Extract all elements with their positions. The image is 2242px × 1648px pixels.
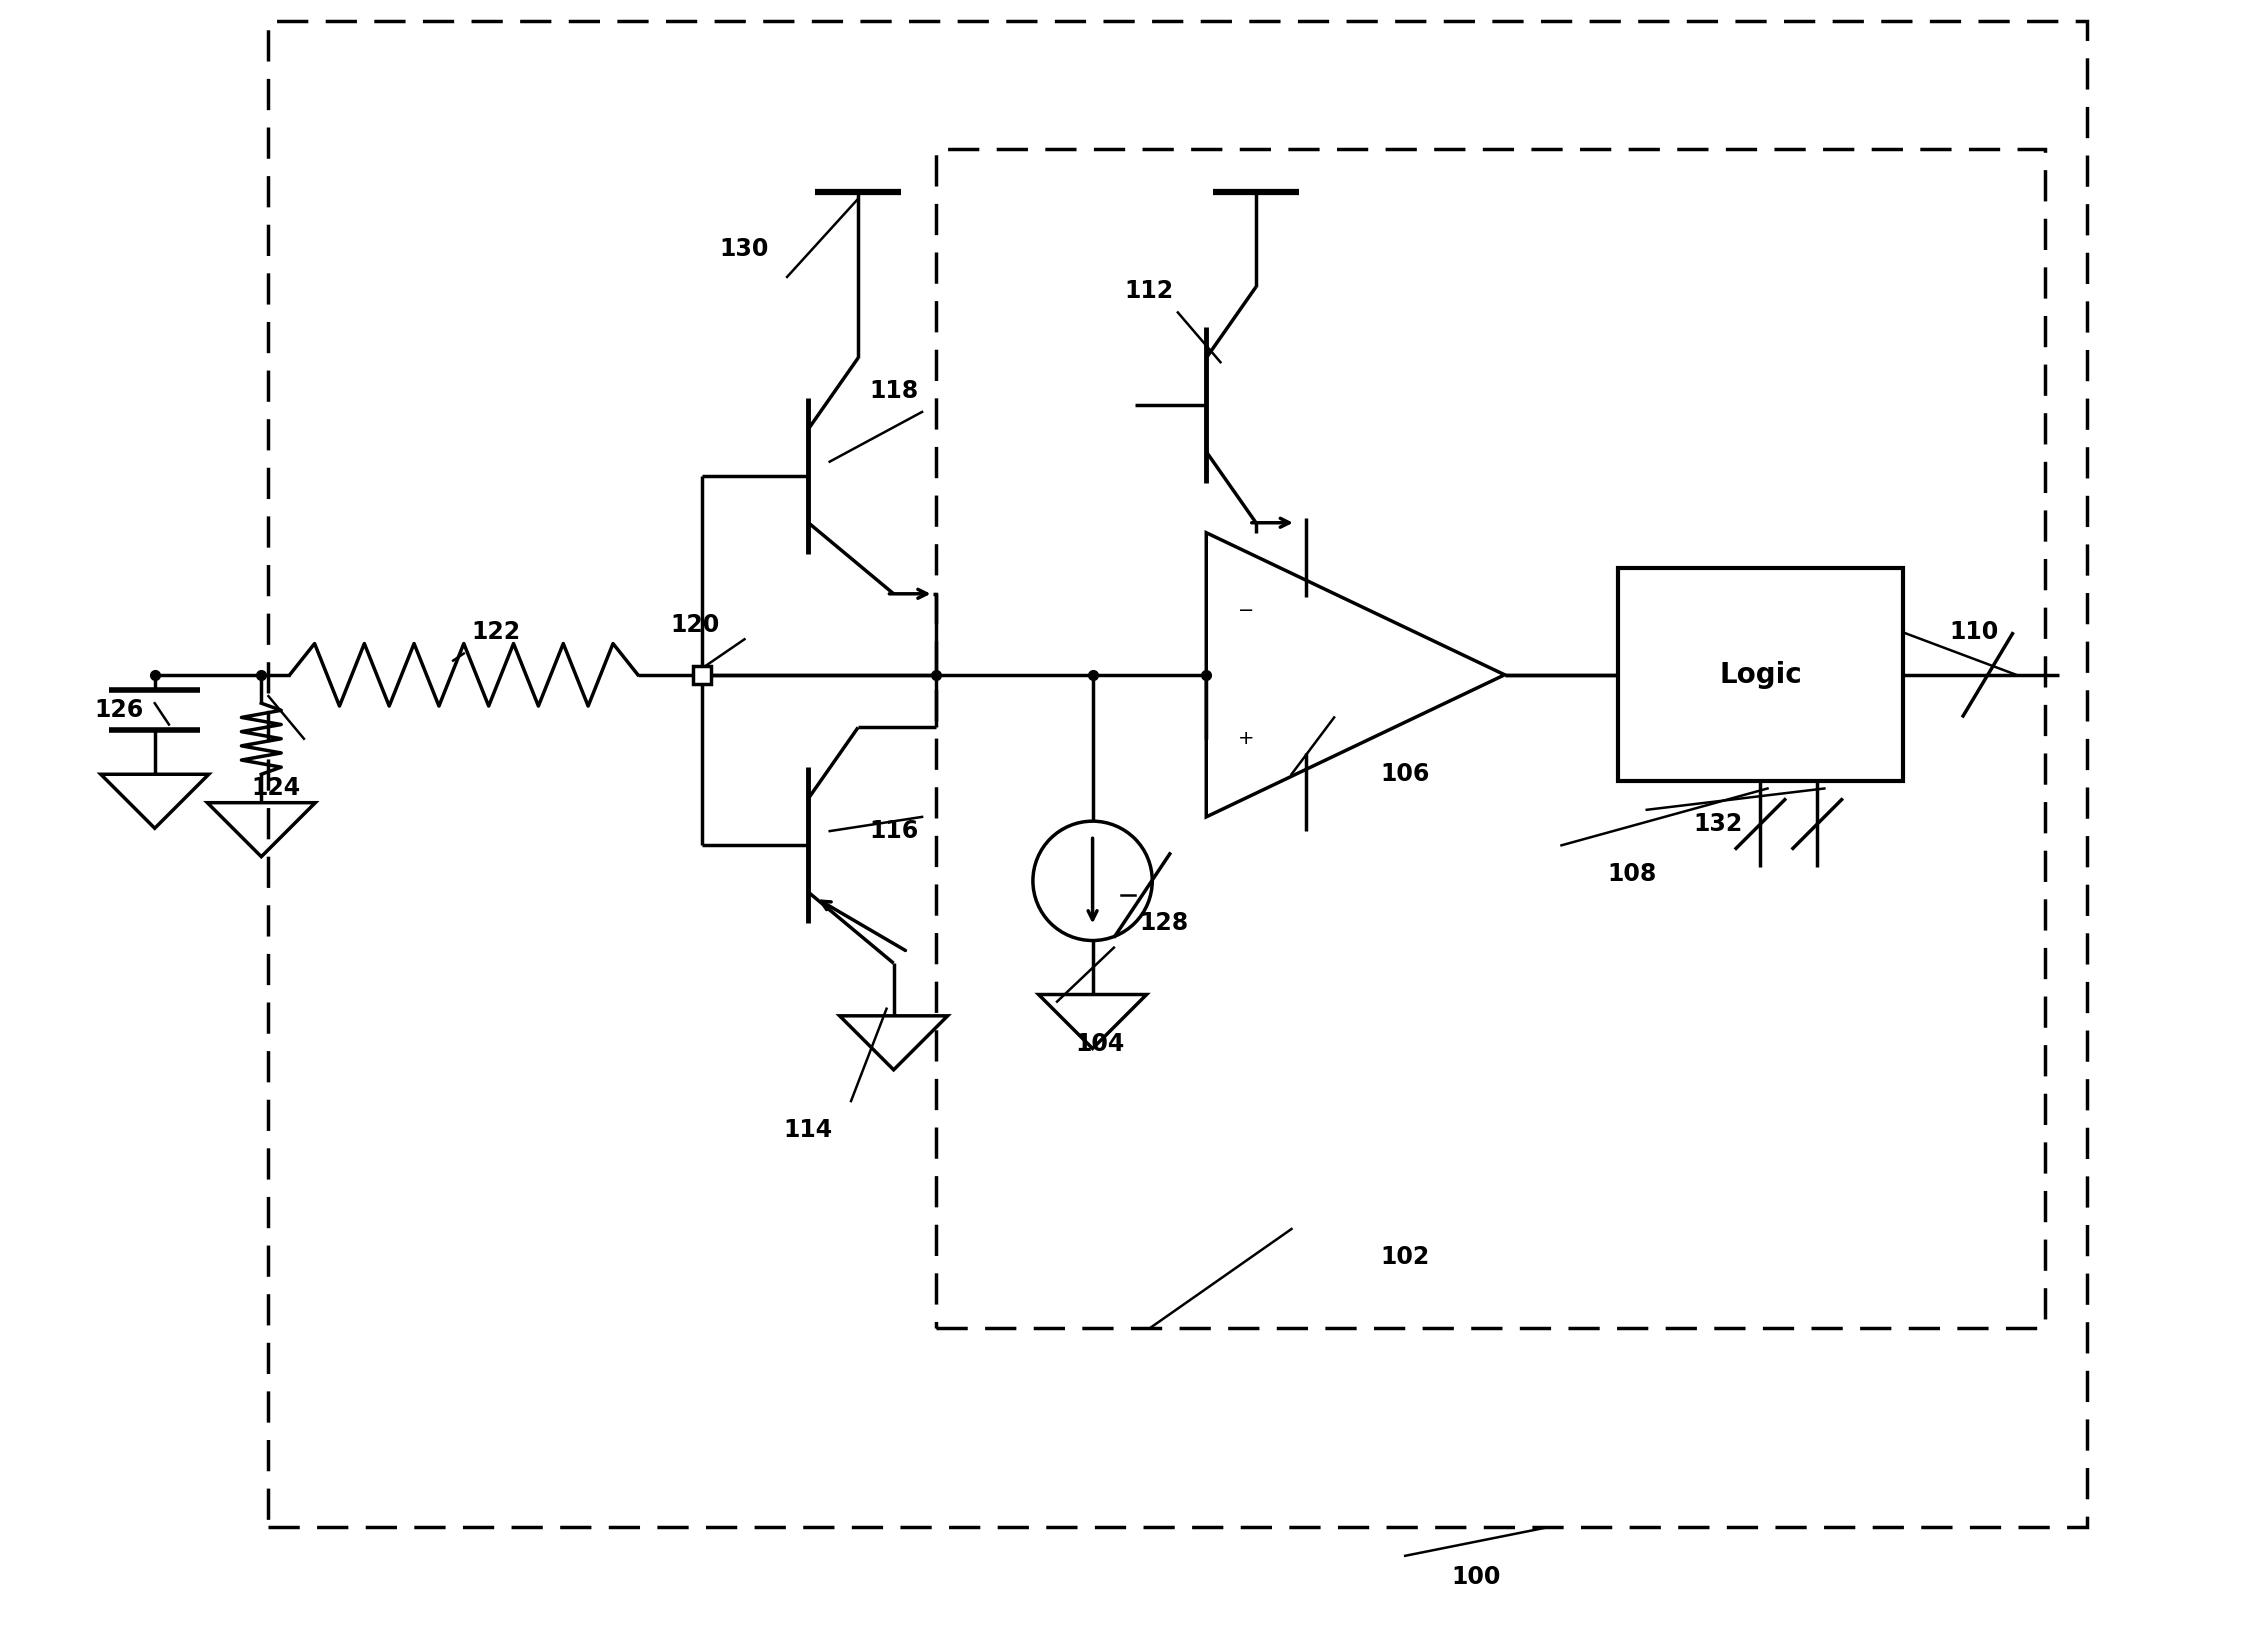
Text: 100: 100: [1451, 1566, 1500, 1589]
Bar: [1619, 569, 1903, 781]
Text: Logic: Logic: [1720, 661, 1803, 689]
Text: 124: 124: [251, 776, 300, 801]
Text: 106: 106: [1381, 763, 1430, 786]
Text: −: −: [1238, 602, 1253, 620]
Text: 110: 110: [1948, 620, 1998, 644]
Text: 104: 104: [1076, 1032, 1123, 1056]
Bar: [269, 21, 2087, 1528]
Text: 132: 132: [1693, 812, 1742, 836]
Text: 114: 114: [785, 1117, 834, 1142]
Text: 120: 120: [670, 613, 720, 638]
Text: 116: 116: [870, 819, 919, 844]
Text: 130: 130: [720, 237, 769, 260]
Text: +: +: [1238, 730, 1253, 748]
Text: 108: 108: [1608, 862, 1657, 885]
Text: 112: 112: [1125, 279, 1175, 303]
Text: 128: 128: [1139, 911, 1188, 936]
Text: 102: 102: [1381, 1246, 1430, 1269]
Text: 122: 122: [471, 620, 520, 644]
Text: 126: 126: [94, 699, 143, 722]
Bar: [693, 666, 711, 684]
Text: 118: 118: [870, 379, 919, 402]
Bar: [937, 148, 2045, 1328]
